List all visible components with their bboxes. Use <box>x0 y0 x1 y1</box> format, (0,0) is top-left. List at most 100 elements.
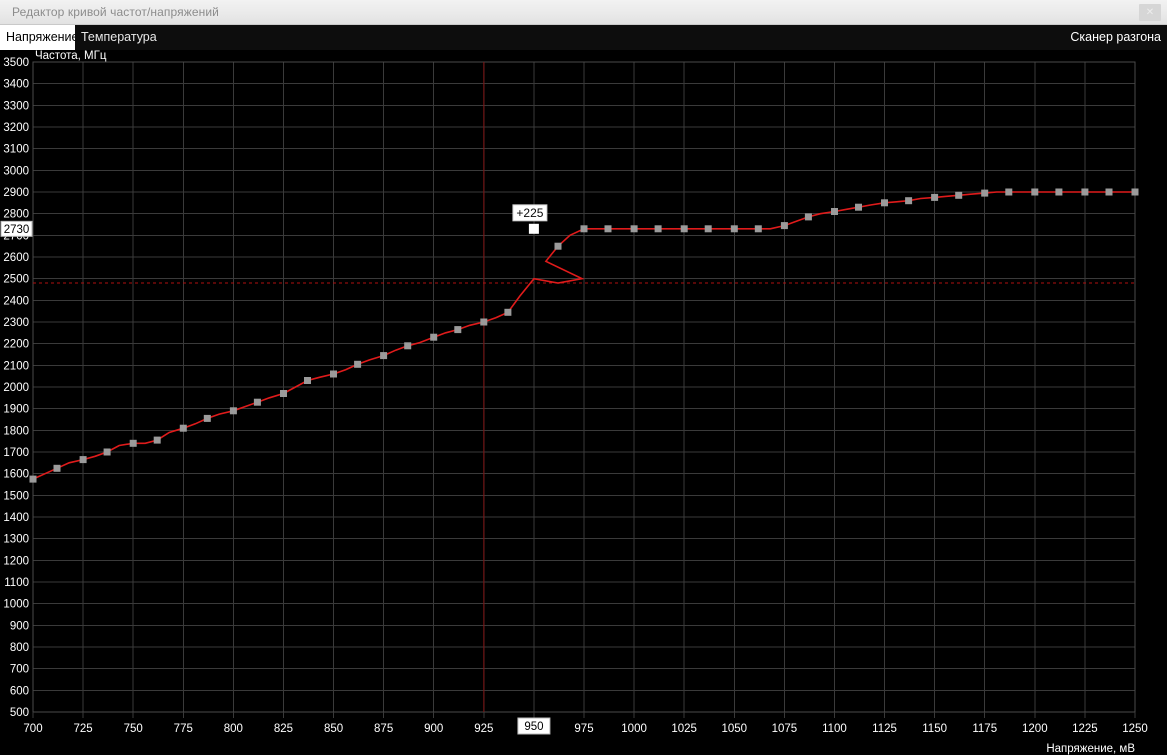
x-tick-label: 850 <box>324 723 343 735</box>
y-highlight-label: 2730 <box>4 224 30 236</box>
x-tick-label: 775 <box>174 723 193 735</box>
selected-point[interactable] <box>528 223 539 234</box>
scanner-link[interactable]: Сканер разгона <box>1070 25 1161 50</box>
curve-point[interactable] <box>1031 188 1039 196</box>
curve-point[interactable] <box>1081 188 1089 196</box>
y-highlight-box <box>0 220 33 237</box>
x-tick-label: 1125 <box>872 723 897 735</box>
tab-temperature[interactable]: Температура <box>75 25 163 50</box>
x-tick-label: 1200 <box>1022 723 1048 735</box>
x-tick-label: 900 <box>424 723 443 735</box>
curve-point[interactable] <box>103 448 111 456</box>
curve-point[interactable] <box>580 225 588 233</box>
y-tick-label: 3000 <box>3 165 29 177</box>
curve-point[interactable] <box>654 225 662 233</box>
curve-point[interactable] <box>179 424 187 432</box>
x-tick-label: 1250 <box>1122 723 1148 735</box>
curve-point[interactable] <box>780 222 788 230</box>
curve-point[interactable] <box>404 342 412 350</box>
curve-point[interactable] <box>905 197 913 205</box>
x-tick-label: 1075 <box>772 723 798 735</box>
y-tick-label: 3100 <box>3 144 29 156</box>
curve-point[interactable] <box>504 308 512 316</box>
x-tick-label: 825 <box>274 723 293 735</box>
curve-point[interactable] <box>881 199 888 207</box>
curve-point[interactable] <box>1105 188 1113 196</box>
y-tick-label: 1400 <box>3 512 29 524</box>
curve-point[interactable] <box>454 326 462 334</box>
x-tick-label: 750 <box>124 723 143 735</box>
curve-point[interactable] <box>955 191 963 199</box>
y-tick-label: 2900 <box>3 187 29 199</box>
curve-point[interactable] <box>330 370 337 378</box>
curve-point[interactable] <box>129 439 137 447</box>
y-tick-label: 2400 <box>3 295 29 307</box>
curve-point[interactable] <box>304 377 311 384</box>
curve-point[interactable] <box>79 456 87 464</box>
x-tick-label: 1050 <box>721 723 747 735</box>
curve-point[interactable] <box>730 225 738 233</box>
curve-points[interactable] <box>29 188 1139 483</box>
curve-point[interactable] <box>29 475 37 483</box>
curve-point[interactable] <box>153 436 161 444</box>
curve-point[interactable] <box>354 360 362 368</box>
curve-point[interactable] <box>480 318 488 326</box>
tooltip-label: +225 <box>516 206 543 220</box>
x-highlight-label: 950 <box>524 721 543 733</box>
y-tick-label: 1900 <box>3 404 29 416</box>
curve-point[interactable] <box>604 225 612 233</box>
y-axis-title: Частота, МГц <box>35 50 107 62</box>
chart-gridlines <box>32 61 1136 713</box>
close-button[interactable]: ✕ <box>1139 4 1161 21</box>
y-tick-label: 600 <box>10 685 29 697</box>
x-tick-label: 975 <box>574 723 593 735</box>
curve-point[interactable] <box>1055 188 1063 196</box>
curve-point[interactable] <box>280 390 287 397</box>
y-tick-label: 2600 <box>3 252 29 264</box>
curve-point[interactable] <box>430 333 438 341</box>
curve-point[interactable] <box>253 398 261 406</box>
frequency-voltage-curve-chart[interactable]: 500 600 700 800 900 1000 1100 1200 1300 1400 1500 1… <box>0 50 1167 755</box>
y-tick-label: 1100 <box>4 577 29 589</box>
y-tick-label: 900 <box>10 620 29 632</box>
curve-point[interactable] <box>831 208 838 215</box>
x-tick-label: 875 <box>374 723 393 735</box>
curve-point[interactable] <box>704 225 712 233</box>
y-tick-label: 1000 <box>3 599 29 611</box>
x-axis-ticks: 700 725 750 775 800 825 850 875 900 925 950 975 1000… <box>23 712 1148 735</box>
curve-point[interactable] <box>229 407 237 415</box>
selected-curve-point[interactable] <box>528 223 539 234</box>
chart-canvas[interactable]: 500 600 700 800 900 1000 1100 1200 1300 1400 1500 1… <box>0 50 1167 755</box>
x-tick-label: 1150 <box>922 723 947 735</box>
curve-point[interactable] <box>203 414 211 422</box>
window-titlebar: Редактор кривой частот/напряжений ✕ <box>0 0 1167 25</box>
x-tick-label: 700 <box>23 723 42 735</box>
curve-point[interactable] <box>53 464 61 472</box>
tab-temperature-label: Температура <box>81 30 157 44</box>
y-tick-label: 2100 <box>3 360 29 372</box>
curve-point[interactable] <box>680 225 688 233</box>
curve-point[interactable] <box>380 352 388 360</box>
offset-tooltip: +225 <box>512 204 548 222</box>
x-tick-label: 925 <box>474 723 493 735</box>
y-axis-ticks: 500 600 700 800 900 1000 1100 1200 1300 1400 1500 1… <box>3 57 29 719</box>
y-tick-label: 500 <box>10 707 29 719</box>
curve-line[interactable] <box>32 191 1135 480</box>
curve-point[interactable] <box>1131 188 1139 196</box>
curve-point[interactable] <box>804 213 812 221</box>
curve-point[interactable] <box>855 203 862 211</box>
scanner-link-label: Сканер разгона <box>1070 30 1161 44</box>
x-tick-label: 1000 <box>621 723 647 735</box>
curve-point[interactable] <box>981 189 989 197</box>
x-tick-label: 1175 <box>972 723 997 735</box>
curve-point[interactable] <box>754 225 762 233</box>
curve-point[interactable] <box>1005 188 1013 196</box>
tab-voltage[interactable]: Напряжение <box>0 25 85 50</box>
y-tick-label: 3500 <box>3 57 29 69</box>
y-tick-label: 2500 <box>3 274 29 286</box>
curve-point[interactable] <box>554 242 562 250</box>
window-title: Редактор кривой частот/напряжений <box>12 5 219 19</box>
curve-point[interactable] <box>931 193 939 201</box>
x-tick-label: 1025 <box>671 723 697 735</box>
curve-point[interactable] <box>630 225 638 233</box>
